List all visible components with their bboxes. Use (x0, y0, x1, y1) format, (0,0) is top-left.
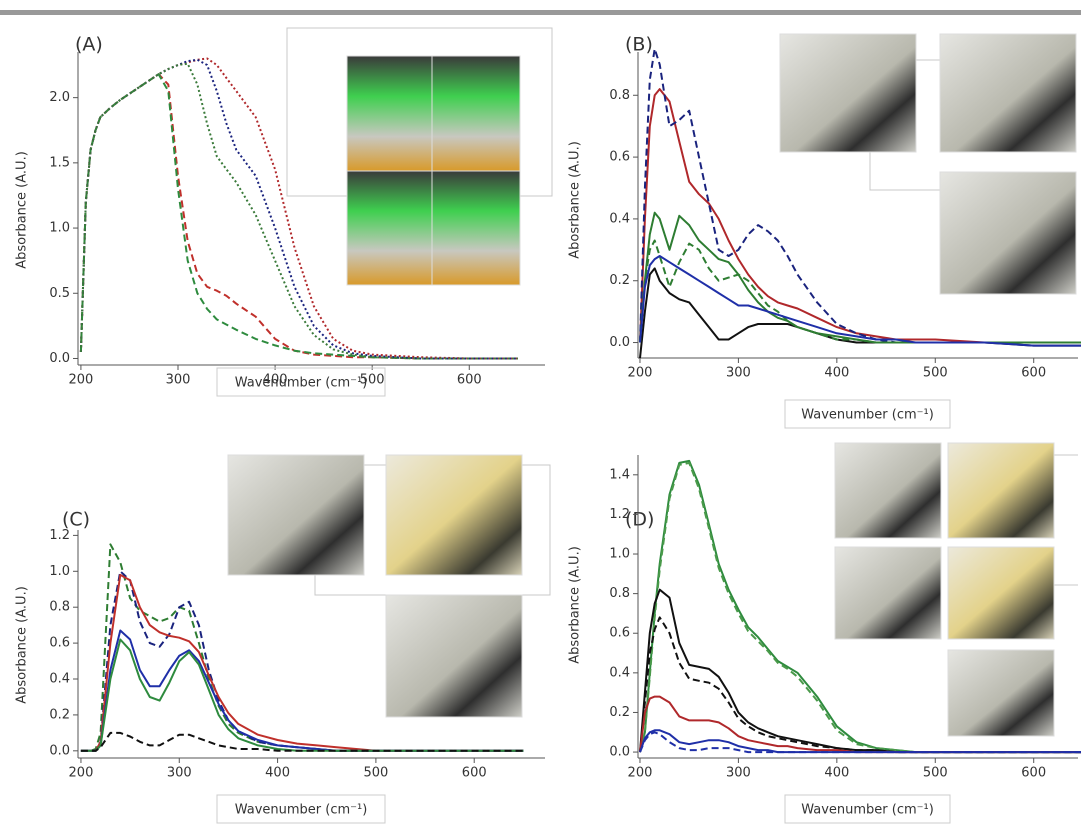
y-tick-label: 0.8 (609, 88, 630, 103)
spectrum-line (639, 255, 1081, 347)
y-tick-label: 0.0 (609, 335, 630, 350)
panel-label: (D) (625, 509, 654, 531)
x-tick-label: 500 (363, 766, 388, 781)
y-tick-label: 0.4 (609, 665, 630, 680)
top-rule (0, 10, 1081, 15)
chart-panel: (A) 0.0 0.5 1.0 1.5 2.0 200 300 400 500 600 Wavenum… (15, 34, 545, 397)
x-tick-label: 300 (726, 766, 751, 781)
x-tick-label: 200 (68, 373, 93, 388)
y-tick-label: 0.0 (609, 745, 630, 760)
spectrum-line (79, 57, 518, 360)
panel-label: (C) (62, 509, 90, 531)
spectrum-line (80, 543, 524, 752)
y-tick-label: 1.4 (609, 467, 630, 482)
x-label-box (784, 794, 951, 824)
x-axis-label: Wavenumber (cm⁻¹) (801, 408, 934, 423)
x-axis-label: Wavenumber (cm⁻¹) (235, 376, 368, 391)
x-tick-label: 400 (824, 366, 849, 381)
x-tick-label: 200 (628, 366, 653, 381)
photo-inset-c (227, 454, 551, 718)
y-tick-label: 0.2 (609, 705, 630, 720)
x-tick-label: 600 (1021, 366, 1046, 381)
y-axis-label: Absorbance (A.U.) (568, 546, 583, 664)
y-tick-label: 0.4 (49, 672, 70, 687)
x-label-box (216, 794, 386, 824)
y-tick-label: 0.2 (609, 273, 630, 288)
spectrum-line (80, 570, 524, 752)
y-tick-label: 2.0 (49, 90, 70, 105)
spectrum-line (80, 731, 524, 752)
y-tick-label: 0.6 (49, 636, 70, 651)
x-tick-label: 500 (923, 366, 948, 381)
y-tick-label: 0.8 (49, 600, 70, 615)
y-tick-label: 0.6 (609, 150, 630, 165)
y-tick-label: 1.0 (49, 564, 70, 579)
x-tick-label: 300 (166, 373, 191, 388)
y-tick-label: 0.8 (609, 586, 630, 601)
y-tick-label: 0.0 (49, 351, 70, 366)
chart-panel: (B) 0.0 0.2 0.4 0.6 0.8 200 300 400 500 600 Wavenum… (568, 34, 1081, 429)
x-label-box (216, 367, 386, 397)
photo-inset-d (834, 442, 1078, 737)
x-tick-label: 500 (360, 373, 385, 388)
x-tick-label: 200 (628, 766, 653, 781)
x-tick-label: 300 (167, 766, 192, 781)
spectrum-line (639, 461, 1081, 754)
y-tick-label: 0.4 (609, 211, 630, 226)
y-axis-label: Absorbance (A.U.) (15, 586, 30, 704)
spectrum-line (639, 239, 1081, 344)
y-tick-label: 1.0 (609, 547, 630, 562)
x-tick-label: 400 (263, 373, 288, 388)
y-tick-label: 1.0 (49, 221, 70, 236)
chart-panel: (D) 0.0 0.2 0.4 0.6 0.8 1.0 1.2 1.4 200 300 400 500 6… (568, 455, 1081, 824)
photo-inset-b (779, 33, 1077, 295)
spectrum-line (80, 573, 524, 752)
panel-label: (B) (625, 34, 653, 56)
x-tick-label: 600 (1021, 766, 1046, 781)
x-tick-label: 500 (923, 766, 948, 781)
panel-label: (A) (75, 34, 103, 56)
y-tick-label: 0.5 (49, 286, 70, 301)
x-tick-label: 600 (462, 766, 487, 781)
x-label-box (784, 399, 951, 429)
y-tick-label: 1.2 (49, 528, 70, 543)
y-tick-label: 0.6 (609, 626, 630, 641)
chart-panel: (C) 0.0 0.2 0.4 0.6 0.8 1.0 1.2 200 300 400 500 600 W… (15, 509, 545, 824)
x-tick-label: 200 (69, 766, 94, 781)
y-tick-label: 0.2 (49, 707, 70, 722)
x-axis-label: Wavenumber (cm⁻¹) (801, 803, 934, 818)
x-tick-label: 400 (824, 766, 849, 781)
spectrum-line (79, 58, 518, 360)
x-tick-label: 600 (457, 373, 482, 388)
x-tick-label: 400 (265, 766, 290, 781)
y-tick-label: 1.2 (609, 507, 630, 522)
x-axis-label: Wavenumber (cm⁻¹) (235, 803, 368, 818)
photo-inset-a (286, 27, 553, 286)
spectrum-line (79, 73, 518, 360)
y-axis-label: Absorbance (A.U.) (15, 151, 30, 269)
spectrum-line (639, 731, 1081, 754)
y-axis-label: Abosrbance (A.U.) (568, 141, 583, 259)
x-tick-label: 300 (726, 366, 751, 381)
y-tick-label: 1.5 (49, 155, 70, 170)
y-tick-label: 0.0 (49, 743, 70, 758)
